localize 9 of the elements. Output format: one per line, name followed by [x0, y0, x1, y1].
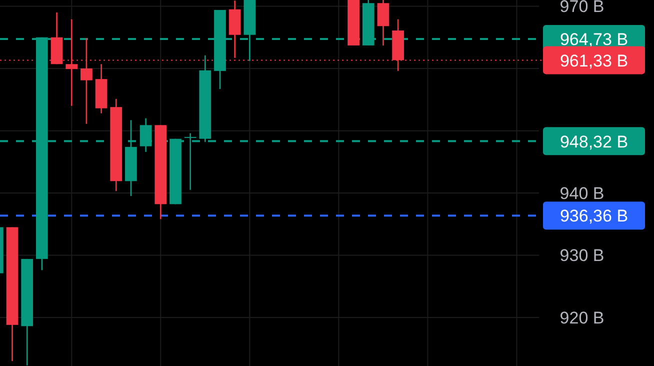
- y-tick-label: 970 B: [560, 0, 604, 16]
- ref-line-label: 964,73 B: [560, 30, 628, 50]
- y-tick-label: 930 B: [560, 246, 604, 266]
- y-tick-label: 940 B: [560, 184, 604, 203]
- ref-line-label: 936,36 B: [560, 206, 628, 226]
- y-tick-label: 920 B: [560, 308, 604, 328]
- ref-line-label: 961,33 B: [560, 51, 628, 70]
- candlestick: [377, 0, 390, 46]
- ref-line-label: 948,32 B: [560, 132, 628, 152]
